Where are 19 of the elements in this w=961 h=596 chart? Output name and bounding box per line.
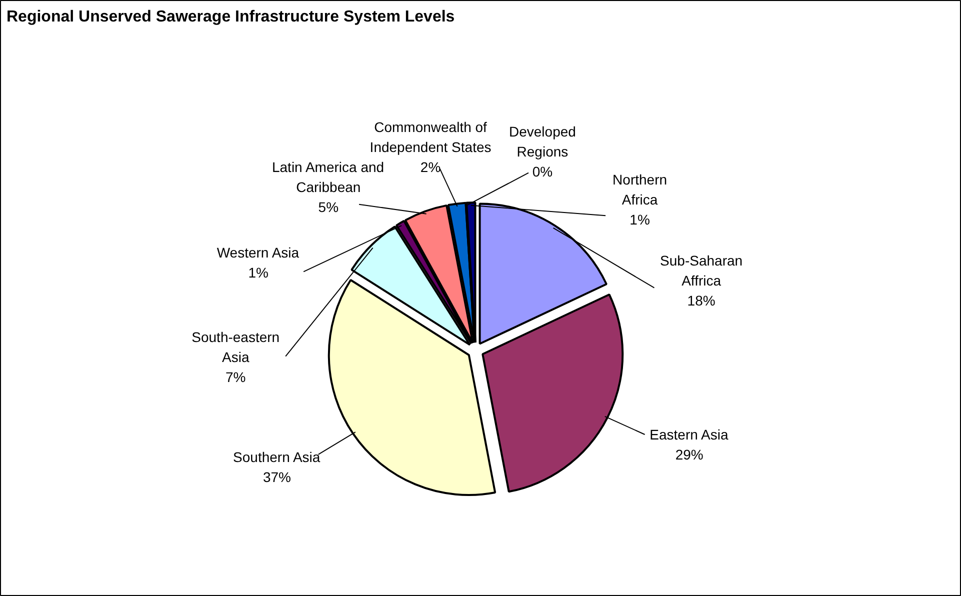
data-label: 2%: [420, 159, 441, 176]
data-label: 37%: [262, 468, 292, 485]
slice-label: Latin America and Caribbean: [272, 158, 384, 195]
slice-label: Eastern Asia: [650, 426, 728, 442]
text: 0%: [532, 164, 553, 180]
data-label: 18%: [687, 292, 716, 308]
slice-label: Southern Asia: [233, 448, 320, 465]
chart-title: Regional Unserved Sawerage Infrastructure System Levels: [6, 8, 455, 26]
data-label: 1%: [630, 212, 650, 228]
data-label: 1%: [248, 264, 268, 280]
slice-label: Commonwealth of Independent States: [370, 119, 492, 156]
category-label: Developed Regions: [508, 124, 576, 160]
slice-label: South-eastern Asia: [192, 329, 280, 365]
data-label: 29%: [675, 446, 704, 462]
data-label: 7%: [226, 369, 246, 385]
slice-label: Northern Africa: [612, 172, 668, 208]
slice-label: Sub-Saharan Affrica: [660, 252, 743, 288]
data-label: 5%: [318, 198, 339, 215]
slice-label: Western Asia: [216, 244, 300, 260]
